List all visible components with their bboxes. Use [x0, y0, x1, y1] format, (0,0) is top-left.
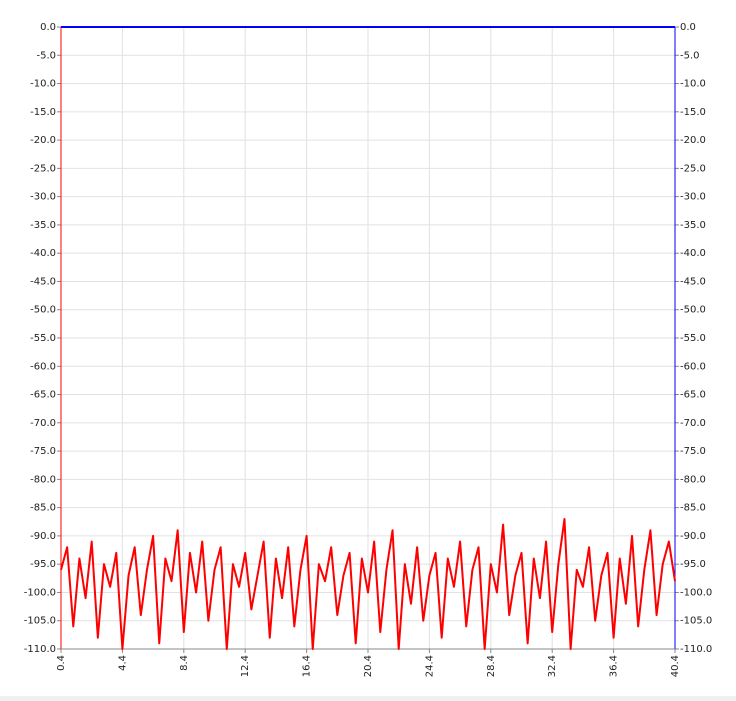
x-tick-label: 32.4: [547, 655, 558, 677]
y-tick-label: -30.0: [30, 192, 56, 203]
y-tick-label: -15.0: [30, 107, 56, 118]
y-tick-label: -45.0: [30, 276, 56, 287]
y2-tick-label: -40.0: [680, 248, 706, 259]
y2-tick-label: -80.0: [680, 474, 706, 485]
y-tick-label: -90.0: [30, 531, 56, 542]
y2-tick-label: -105.0: [680, 616, 712, 627]
y-tick-label: -100.0: [24, 587, 56, 598]
x-tick-label: 16.4: [302, 655, 313, 677]
y-tick-label: -75.0: [30, 446, 56, 457]
y2-tick-label: -65.0: [680, 390, 706, 401]
y2-tick-label: -90.0: [680, 531, 706, 542]
y-tick-label: -55.0: [30, 333, 56, 344]
y-tick-label: -60.0: [30, 361, 56, 372]
y2-tick-label: -60.0: [680, 361, 706, 372]
y2-tick-label: -5.0: [680, 50, 700, 61]
y2-tick-label: -55.0: [680, 333, 706, 344]
y2-tick-label: -110.0: [680, 644, 712, 655]
x-tick-label: 12.4: [240, 655, 251, 677]
y2-tick-label: -30.0: [680, 192, 706, 203]
y2-tick-label: 0.0: [680, 22, 696, 33]
y2-tick-label: -35.0: [680, 220, 706, 231]
x-tick-label: 20.4: [363, 655, 374, 677]
y2-tick-label: -25.0: [680, 163, 706, 174]
x-tick-label: 8.4: [179, 655, 190, 671]
y2-tick-label: -45.0: [680, 276, 706, 287]
y-tick-label: -105.0: [24, 616, 56, 627]
x-tick-label: 28.4: [486, 655, 497, 677]
x-tick-label: 0.4: [56, 655, 67, 671]
series-line: [60, 517, 676, 650]
y2-tick-label: -100.0: [680, 587, 712, 598]
y-tick-label: -65.0: [30, 390, 56, 401]
x-tick-label: 36.4: [609, 655, 620, 677]
y-tick-label: -85.0: [30, 503, 56, 514]
y-tick-label: -10.0: [30, 79, 56, 90]
y-tick-label: 0.0: [40, 22, 56, 33]
y-tick-label: -95.0: [30, 559, 56, 570]
y-tick-label: -35.0: [30, 220, 56, 231]
y-tick-label: -20.0: [30, 135, 56, 146]
y2-tick-label: -50.0: [680, 305, 706, 316]
y-tick-label: -80.0: [30, 474, 56, 485]
y-tick-label: -70.0: [30, 418, 56, 429]
y2-tick-label: -20.0: [680, 135, 706, 146]
y2-tick-label: -75.0: [680, 446, 706, 457]
y2-tick-label: -70.0: [680, 418, 706, 429]
y-tick-label: -25.0: [30, 163, 56, 174]
y-tick-label: -5.0: [36, 50, 56, 61]
y-tick-label: -50.0: [30, 305, 56, 316]
bottom-bar: [0, 696, 736, 701]
y2-tick-label: -10.0: [680, 79, 706, 90]
y-tick-label: -110.0: [24, 644, 56, 655]
y2-tick-label: -85.0: [680, 503, 706, 514]
y2-tick-label: -15.0: [680, 107, 706, 118]
x-tick-label: 40.4: [670, 655, 681, 677]
x-tick-label: 4.4: [117, 655, 128, 671]
y2-tick-label: -95.0: [680, 559, 706, 570]
x-tick-label: 24.4: [424, 655, 435, 677]
y-tick-label: -40.0: [30, 248, 56, 259]
